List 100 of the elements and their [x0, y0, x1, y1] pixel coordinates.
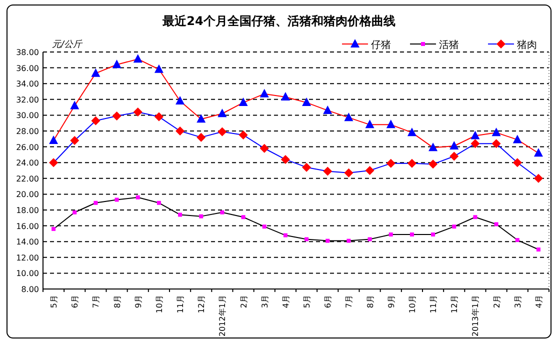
- point: [386, 158, 396, 168]
- x-tick-label: 6月: [70, 295, 80, 308]
- point: [112, 60, 122, 68]
- x-tick-label: 4月: [534, 295, 544, 308]
- y-tick-label: 36.00: [16, 64, 39, 73]
- x-tick-label: 2月: [239, 295, 248, 308]
- point: [114, 198, 119, 202]
- point: [70, 100, 80, 110]
- y-tick-label: 18.00: [16, 206, 39, 215]
- point: [473, 215, 478, 220]
- point: [133, 108, 142, 117]
- point: [154, 64, 164, 73]
- point: [388, 232, 393, 236]
- y-tick-label: 20.00: [16, 190, 39, 200]
- x-tick-label: 3月: [260, 295, 270, 308]
- point: [492, 139, 501, 148]
- y-tick-label: 22.00: [16, 174, 39, 184]
- legend-label: 仔猪: [371, 39, 391, 51]
- point: [326, 238, 330, 243]
- point: [410, 232, 414, 236]
- x-tick-label: 5月: [302, 295, 312, 308]
- point: [323, 105, 332, 114]
- point: [156, 200, 161, 205]
- point: [241, 215, 246, 220]
- y-tick-label: 28.00: [16, 127, 39, 136]
- legend-label: 活猪: [439, 39, 459, 51]
- point: [512, 134, 522, 144]
- point: [72, 210, 77, 214]
- x-tick-label: 5月: [50, 295, 59, 308]
- point: [199, 214, 204, 218]
- y-tick-label: 26.00: [16, 142, 39, 152]
- point: [344, 112, 354, 122]
- point: [176, 126, 185, 136]
- point: [154, 112, 164, 122]
- point: [470, 130, 480, 140]
- x-tick-label: 8月: [112, 295, 122, 308]
- x-tick-label: 9月: [386, 295, 396, 308]
- point: [368, 237, 372, 242]
- point: [136, 195, 140, 200]
- x-tick-label: 12月: [450, 295, 460, 314]
- point: [280, 92, 290, 101]
- point: [196, 114, 206, 123]
- x-tick-label: 10月: [408, 295, 417, 314]
- x-tick-label: 2013年1月: [471, 295, 480, 336]
- point: [218, 108, 227, 118]
- point: [386, 120, 396, 128]
- point: [91, 68, 100, 77]
- x-tick-label: 11月: [176, 295, 186, 314]
- x-tick-label: 11月: [429, 295, 438, 314]
- y-axis-title: 元/公斤: [52, 39, 84, 50]
- point: [133, 54, 142, 63]
- point: [512, 158, 522, 168]
- point: [428, 160, 438, 169]
- y-tick-label: 12.00: [16, 253, 39, 262]
- y-tick-label: 30.00: [16, 111, 39, 120]
- point: [452, 224, 456, 229]
- x-tick-label: 12月: [197, 295, 206, 314]
- point: [365, 166, 374, 175]
- y-tick-label: 16.00: [16, 222, 39, 231]
- y-tick-label: 8.00: [21, 285, 39, 294]
- point: [218, 127, 227, 136]
- point: [494, 222, 498, 226]
- point: [176, 96, 185, 104]
- point: [346, 238, 351, 243]
- x-tick-label: 8月: [366, 295, 375, 308]
- point: [52, 226, 56, 231]
- legend-label: 猪肉: [517, 39, 537, 51]
- point: [49, 158, 58, 168]
- point: [260, 144, 269, 153]
- point: [344, 168, 354, 178]
- x-tick-label: 6月: [324, 295, 333, 308]
- x-tick-label: 10月: [154, 295, 164, 314]
- x-tick-label: 7月: [92, 295, 101, 308]
- point: [428, 142, 438, 152]
- point: [91, 116, 100, 126]
- point: [470, 139, 480, 148]
- y-tick-label: 38.00: [16, 48, 39, 57]
- point: [238, 98, 248, 106]
- point: [323, 166, 332, 176]
- point: [431, 232, 436, 236]
- point: [280, 154, 290, 164]
- x-tick-label: 3月: [513, 295, 522, 308]
- point: [196, 132, 206, 142]
- point: [450, 141, 459, 150]
- y-tick-label: 10.00: [16, 269, 39, 278]
- x-tick-label: 2月: [492, 295, 502, 308]
- point: [302, 162, 312, 172]
- point: [178, 212, 182, 217]
- point: [534, 148, 543, 157]
- point: [70, 136, 80, 145]
- point: [220, 210, 224, 214]
- point: [450, 152, 459, 161]
- y-tick-label: 34.00: [16, 80, 39, 89]
- x-tick-label: 4月: [281, 295, 290, 308]
- point: [365, 120, 374, 128]
- point: [112, 111, 122, 120]
- point: [238, 130, 248, 140]
- y-tick-label: 24.00: [16, 158, 39, 168]
- point: [407, 128, 416, 136]
- x-tick-label: 7月: [344, 295, 354, 308]
